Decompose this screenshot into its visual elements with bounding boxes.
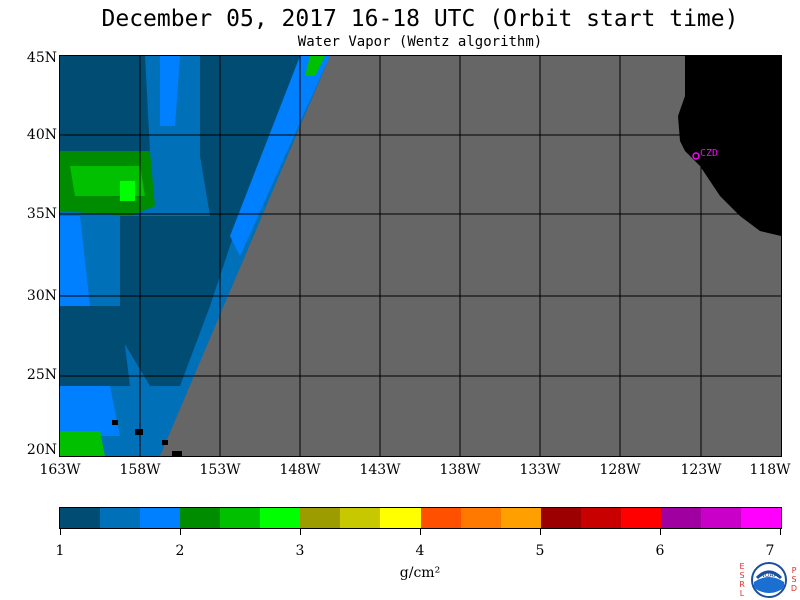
colorbar-segment — [220, 508, 261, 528]
colorbar-segment — [140, 508, 181, 528]
colorbar-tick — [660, 529, 661, 535]
lon-label-133w: 133W — [519, 462, 561, 478]
colorbar-segment — [60, 508, 101, 528]
colorbar-segment — [700, 508, 742, 528]
map-canvas: CZD — [60, 56, 781, 456]
colorbar-segment — [340, 508, 381, 528]
colorbar-tick — [60, 529, 61, 535]
colorbar-segment — [540, 508, 582, 528]
lon-label-148w: 148W — [279, 462, 321, 478]
colorbar-segment — [180, 508, 221, 528]
colorbar-segment — [620, 508, 662, 528]
colorbar-tick — [180, 529, 181, 535]
lon-label-143w: 143W — [359, 462, 401, 478]
graticule — [60, 56, 781, 456]
lon-label-118w: 118W — [749, 462, 791, 478]
colorbar-units: g/cm² — [399, 565, 441, 581]
lon-label-138w: 138W — [439, 462, 481, 478]
lat-label-35n: 35N — [26, 206, 57, 222]
water-vapor-map: CZD — [59, 55, 782, 457]
station-label: CZD — [700, 148, 718, 159]
colorbar-label-5: 5 — [535, 543, 545, 559]
colorbar-segment — [380, 508, 421, 528]
colorbar-segment — [300, 508, 341, 528]
colorbar-segment — [460, 508, 502, 528]
water-vapor-swath — [60, 56, 330, 456]
lon-label-123w: 123W — [680, 462, 722, 478]
colorbar-segment — [580, 508, 622, 528]
colorbar-label-6: 6 — [655, 543, 665, 559]
colorbar-tick — [300, 529, 301, 535]
colorbar-segment — [100, 508, 141, 528]
colorbar-segment — [260, 508, 301, 528]
colorbar-label-2: 2 — [175, 543, 185, 559]
lon-label-163w: 163W — [39, 462, 81, 478]
map-subtitle: Water Vapor (Wentz algorithm) — [297, 34, 543, 50]
colorbar-segment — [500, 508, 542, 528]
colorbar-label-7: 7 — [765, 543, 775, 559]
noaa-emblem-icon: NOAA — [751, 562, 787, 598]
lat-label-40n: 40N — [26, 127, 57, 143]
lon-label-153w: 153W — [199, 462, 241, 478]
lat-label-30n: 30N — [26, 288, 57, 304]
lat-label-20n: 20N — [26, 442, 57, 458]
lon-label-158w: 158W — [119, 462, 161, 478]
noaa-text: NOAA — [760, 572, 778, 579]
station-marker — [692, 152, 700, 160]
lat-label-25n: 25N — [26, 367, 57, 383]
colorbar-tick — [780, 529, 781, 535]
colorbar-label-1: 1 — [55, 543, 65, 559]
colorbar-label-3: 3 — [295, 543, 305, 559]
colorbar-tick — [540, 529, 541, 535]
color-scale-bar — [59, 507, 782, 529]
lon-label-128w: 128W — [599, 462, 641, 478]
land-mass — [678, 56, 781, 236]
colorbar-segment — [420, 508, 462, 528]
map-title: December 05, 2017 16-18 UTC (Orbit start… — [101, 6, 739, 32]
colorbar-segment — [740, 508, 782, 528]
lat-label-45n: 45N — [26, 50, 57, 66]
colorbar-tick — [420, 529, 421, 535]
colorbar-segment — [660, 508, 702, 528]
colorbar-label-4: 4 — [415, 543, 425, 559]
